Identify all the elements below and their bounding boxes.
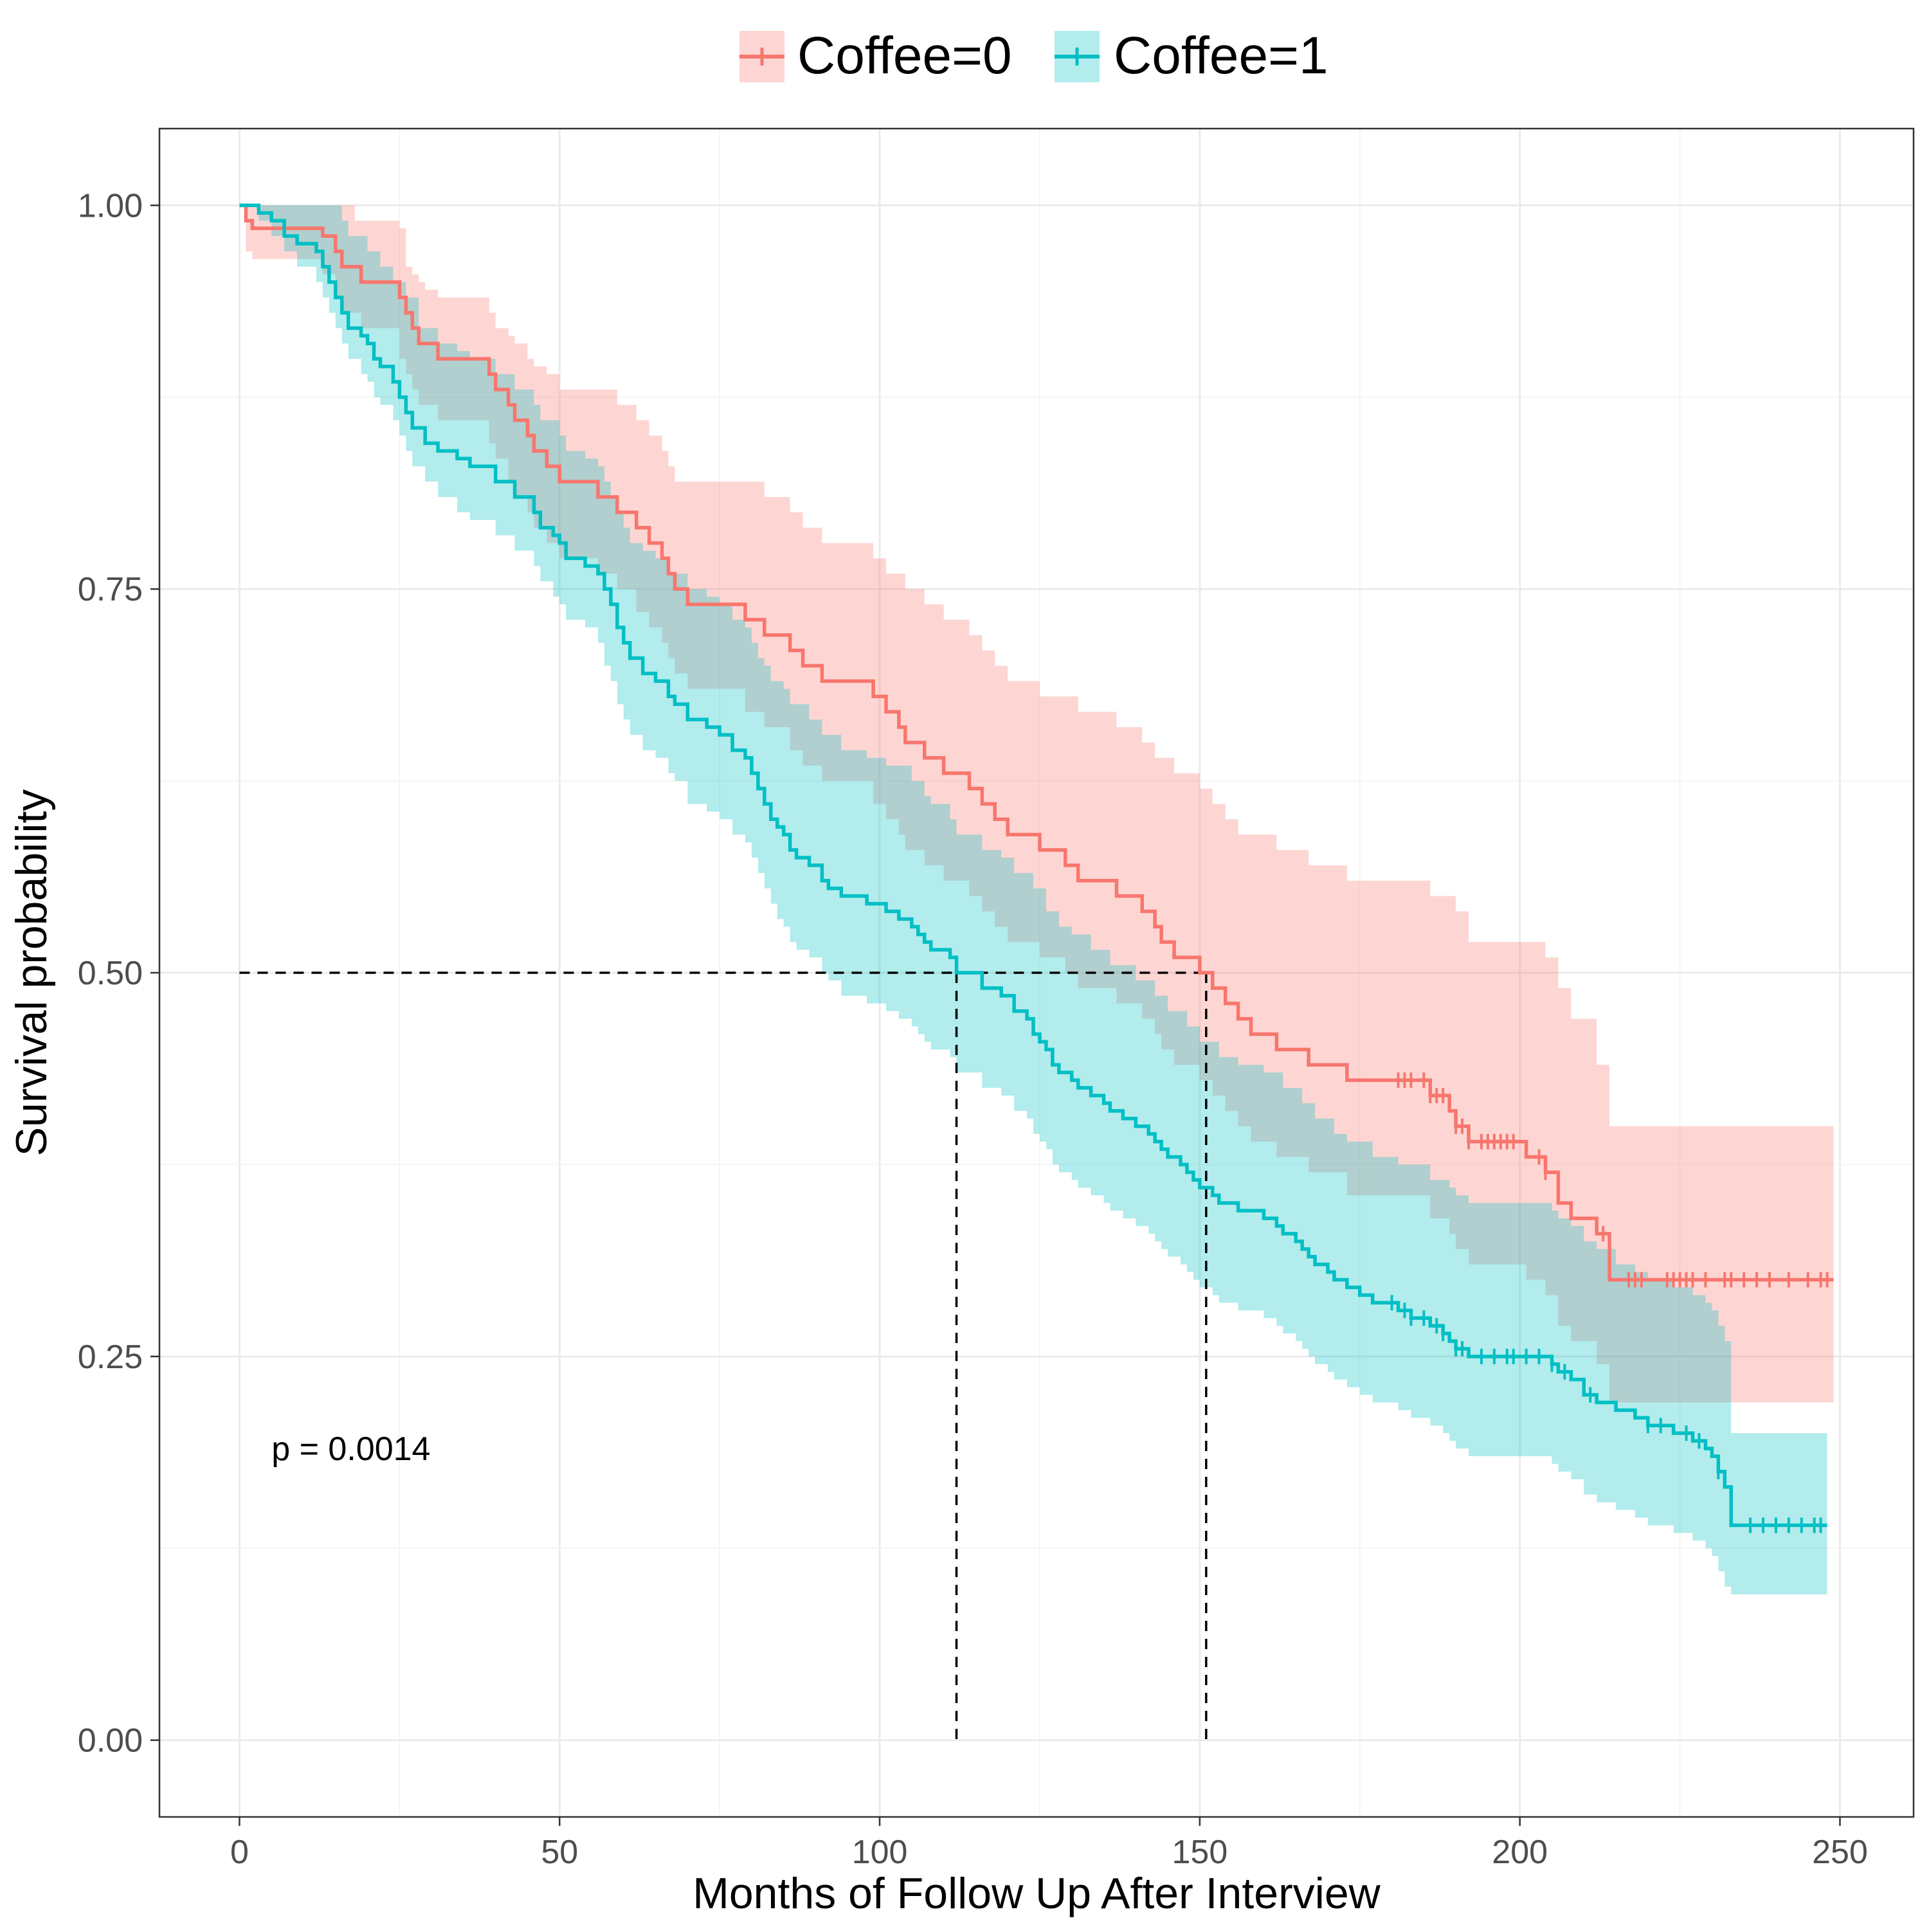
legend: Coffee=0 Coffee=1 [739, 26, 1328, 85]
legend-item-1[interactable]: Coffee=1 [1055, 26, 1328, 85]
y-axis-title: Survival probability [7, 790, 56, 1157]
y-axis-ticks: 0.00 0.25 0.50 0.75 1.00 [78, 187, 159, 1760]
x-tick-label: 0 [230, 1834, 249, 1871]
x-tick-label: 50 [541, 1834, 578, 1871]
x-tick-label: 200 [1492, 1834, 1548, 1871]
y-tick-label: 1.00 [78, 187, 143, 224]
x-tick-label: 150 [1172, 1834, 1228, 1871]
legend-item-0[interactable]: Coffee=0 [739, 26, 1012, 85]
x-axis-title: Months of Follow Up After Interview [693, 1869, 1381, 1918]
legend-label-0: Coffee=0 [797, 26, 1012, 85]
x-axis-ticks: 0 50 100 150 200 250 [230, 1817, 1868, 1871]
y-tick-label: 0.75 [78, 571, 143, 608]
legend-label-1: Coffee=1 [1114, 26, 1328, 85]
survival-curve-0 [239, 203, 1834, 1282]
confidence-band-0 [239, 205, 1834, 1403]
y-tick-label: 0.25 [78, 1339, 143, 1376]
x-tick-label: 100 [852, 1834, 908, 1871]
y-tick-label: 0.00 [78, 1722, 143, 1760]
confidence-band-1 [239, 205, 1827, 1594]
median-reference-lines [239, 971, 1208, 1740]
p-value-annotation: p = 0.0014 [271, 1431, 430, 1468]
censor-marks [1390, 1072, 1829, 1533]
confidence-bands [239, 205, 1834, 1594]
x-tick-label: 250 [1812, 1834, 1868, 1871]
y-tick-label: 0.50 [78, 955, 143, 992]
